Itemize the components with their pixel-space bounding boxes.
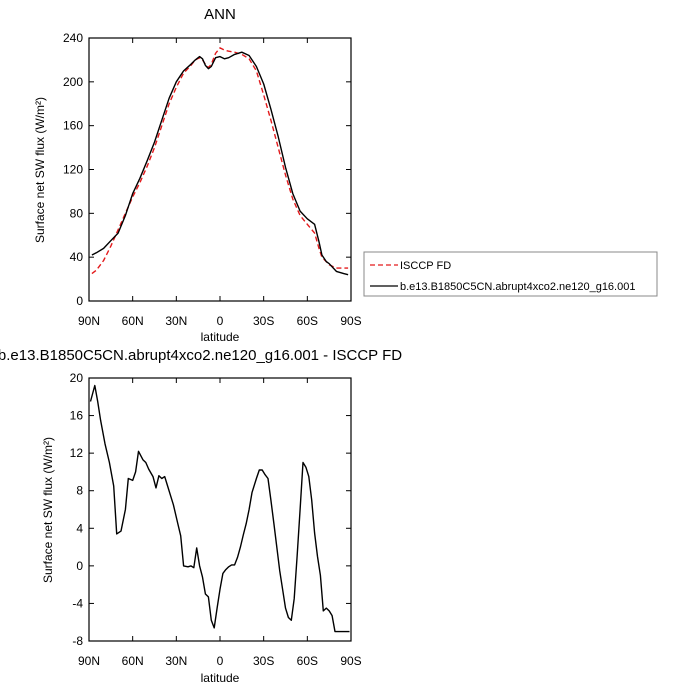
bottom-x-tick-label: 30N (165, 654, 187, 668)
top-chart-title: ANN (204, 6, 236, 23)
bottom-y-tick-label: 0 (76, 559, 83, 573)
bottom-y-tick-label: 8 (76, 484, 83, 498)
legend: ISCCP FD b.e13.B1850C5CN.abrupt4xco2.ne1… (363, 251, 658, 297)
bottom-series-group (89, 384, 350, 633)
top-x-tick-label: 90S (340, 314, 361, 328)
top-y-tick-label: 160 (63, 119, 83, 133)
bottom-x-tick-label: 90S (340, 654, 361, 668)
top-x-tick-label: 60S (297, 314, 318, 328)
top-series-line-1 (91, 51, 349, 276)
bottom-y-tick-label: 16 (70, 409, 84, 423)
legend-entry-model: b.e13.B1850C5CN.abrupt4xco2.ne120_g16.00… (400, 281, 635, 293)
bottom-y-tick-label: 20 (70, 371, 84, 385)
bottom-y-tick-label: -4 (72, 596, 83, 610)
bottom-chart-title: b.e13.B1850C5CN.abrupt4xco2.ne120_g16.00… (0, 347, 402, 364)
bottom-x-tick-label: 90N (78, 654, 100, 668)
top-y-axis-label: Surface net SW flux (W/m²) (33, 97, 47, 243)
top-x-tick-label: 30N (165, 314, 187, 328)
top-x-axis: 90N 60N 30N 0 30S 60S 90S (78, 38, 362, 328)
top-y-tick-label: 80 (70, 206, 84, 220)
top-y-tick-label: 200 (63, 75, 83, 89)
top-y-axis: 0 40 80 120 160 200 240 (63, 31, 351, 308)
top-x-axis-label: latitude (201, 330, 240, 344)
top-y-tick-label: 40 (70, 250, 84, 264)
bottom-x-axis-label: latitude (201, 671, 240, 685)
bottom-y-axis: -8 -4 0 4 8 12 16 20 (70, 371, 351, 648)
bottom-x-tick-label: 60S (297, 654, 318, 668)
bottom-y-tick-label: -8 (72, 634, 83, 648)
top-series-line-0 (91, 47, 349, 275)
top-x-tick-label: 30S (253, 314, 274, 328)
top-x-tick-label: 60N (122, 314, 144, 328)
bottom-y-axis-label: Surface net SW flux (W/m²) (41, 437, 55, 583)
top-plot-frame (88, 37, 352, 302)
bottom-x-tick-label: 60N (122, 654, 144, 668)
top-x-tick-label: 0 (217, 314, 224, 328)
legend-entry-isccp: ISCCP FD (400, 260, 451, 272)
legend-box (363, 251, 658, 297)
bottom-y-tick-label: 4 (76, 521, 83, 535)
top-series-group (91, 47, 349, 276)
top-x-tick-label: 90N (78, 314, 100, 328)
bottom-panel: b.e13.B1850C5CN.abrupt4xco2.ne120_g16.00… (0, 347, 402, 685)
bottom-series-line-0 (89, 384, 350, 633)
bottom-x-tick-label: 30S (253, 654, 274, 668)
top-y-tick-label: 240 (63, 31, 83, 45)
bottom-x-axis: 90N 60N 30N 0 30S 60S 90S (78, 378, 362, 668)
top-y-tick-label: 0 (76, 294, 83, 308)
bottom-plot-frame (88, 377, 352, 642)
top-y-tick-label: 120 (63, 163, 83, 177)
bottom-y-tick-label: 12 (70, 446, 84, 460)
bottom-x-tick-label: 0 (217, 654, 224, 668)
